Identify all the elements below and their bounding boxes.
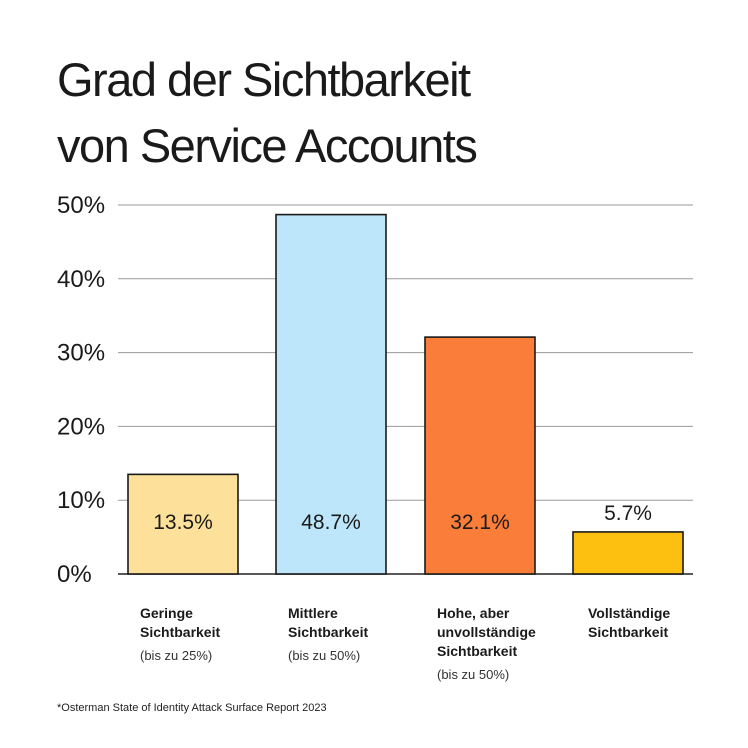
bar-value-label: 48.7% bbox=[301, 511, 361, 534]
bar bbox=[127, 473, 239, 575]
category-name: Hohe, aber unvollständige Sichtbarkeit bbox=[437, 605, 536, 659]
chart-title-line-1: Grad der Sichtbarkeit bbox=[57, 53, 471, 106]
source-footnote: *Osterman State of Identity Attack Surfa… bbox=[57, 702, 327, 714]
category-label-mittlere: Mittlere Sichtbarkeit (bis zu 50%) bbox=[288, 604, 438, 665]
bar-value-label: 13.5% bbox=[153, 511, 213, 534]
category-sublabel: (bis zu 50%) bbox=[437, 667, 510, 682]
category-name: Vollständige Sichtbarkeit bbox=[588, 605, 671, 640]
bar bbox=[572, 531, 684, 575]
bar bbox=[424, 336, 536, 575]
y-tick-label: 50% bbox=[57, 192, 105, 219]
category-name: Mittlere Sichtbarkeit bbox=[288, 605, 369, 640]
y-tick-label: 20% bbox=[57, 413, 105, 440]
y-tick-label: 10% bbox=[57, 487, 105, 514]
category-label-hohe: Hohe, aber unvollständige Sichtbarkeit (… bbox=[437, 604, 587, 684]
category-sublabel: (bis zu 25%) bbox=[140, 648, 213, 663]
bar-value-label: 5.7% bbox=[604, 502, 652, 525]
category-sublabel: (bis zu 50%) bbox=[288, 648, 361, 663]
bar bbox=[275, 213, 387, 575]
category-name: Geringe Sichtbarkeit bbox=[140, 605, 221, 640]
y-tick-label: 40% bbox=[57, 266, 105, 293]
chart-title-line-2: von Service Accounts bbox=[57, 119, 478, 172]
category-label-geringe: Geringe Sichtbarkeit (bis zu 25%) bbox=[140, 604, 290, 665]
bar-value-label: 32.1% bbox=[450, 511, 510, 534]
y-tick-label: 30% bbox=[57, 340, 105, 367]
category-label-vollstaendige: Vollständige Sichtbarkeit bbox=[588, 604, 738, 642]
y-tick-label: 0% bbox=[57, 561, 92, 588]
